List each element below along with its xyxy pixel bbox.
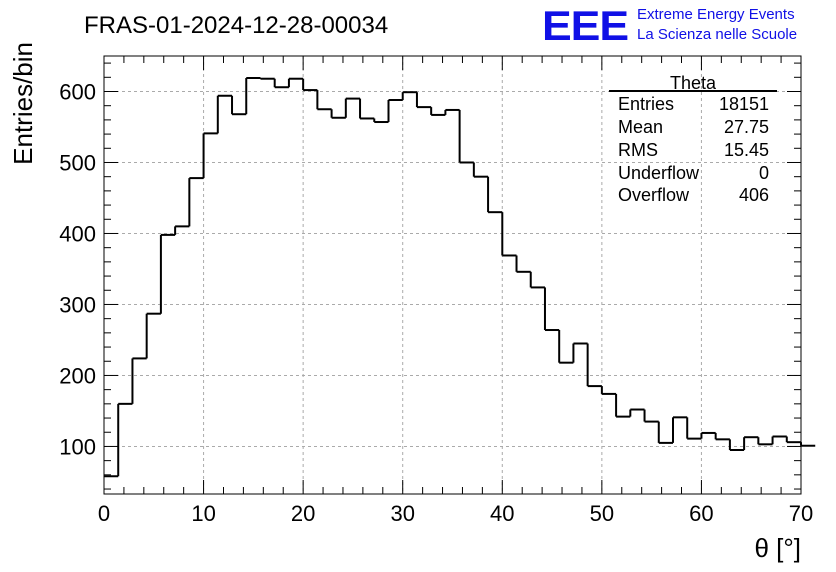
histogram-bin	[615, 393, 631, 418]
eee-logo-line1: Extreme Energy Events	[637, 6, 795, 23]
y-tick-label: 100	[59, 434, 96, 459]
x-tick-label: 40	[490, 501, 514, 526]
histogram-bin	[387, 99, 403, 123]
stats-box-title: Theta	[670, 73, 717, 93]
histogram-bin	[714, 432, 730, 441]
eee-logo-line2: La Scienza nelle Scuole	[637, 26, 797, 43]
stats-value-entries: 18151	[719, 94, 769, 114]
histogram-bin	[600, 386, 617, 395]
stats-label-mean: Mean	[618, 117, 663, 137]
x-tick-label: 50	[590, 501, 614, 526]
histogram-bin	[174, 225, 190, 235]
y-axis-label: Entries/bin	[8, 42, 38, 165]
stats-label-overflow: Overflow	[618, 185, 690, 205]
histogram-bin	[444, 108, 460, 115]
histogram-bin	[643, 409, 659, 423]
histogram-bin	[287, 77, 304, 88]
histogram-bin	[785, 436, 802, 444]
histogram-bin	[686, 417, 702, 440]
x-axis-label: θ [°]	[754, 533, 801, 563]
histogram-bin	[145, 312, 161, 359]
y-tick-label: 600	[59, 79, 96, 104]
histogram-bin	[771, 435, 787, 445]
x-tick-label: 30	[390, 501, 414, 526]
stats-value-mean: 27.75	[724, 117, 769, 137]
y-tick-label: 200	[59, 363, 96, 388]
axis-ticks	[103, 56, 802, 494]
histogram-bin	[159, 233, 176, 314]
histogram-bin	[487, 176, 503, 214]
y-tick-label: 500	[59, 150, 96, 175]
stats-label-entries: Entries	[618, 94, 674, 114]
histogram-bin	[188, 177, 204, 227]
histogram-bin	[202, 132, 218, 179]
histogram-bin	[344, 97, 361, 118]
histogram-bin	[558, 330, 574, 364]
stats-value-overflow: 406	[739, 185, 769, 205]
histogram-bin	[657, 421, 673, 444]
x-tick-label: 20	[291, 501, 315, 526]
y-tick-labels: 100 200 300 400 500 600	[59, 79, 96, 459]
histogram-bin	[259, 77, 275, 80]
histogram-bin	[586, 343, 602, 388]
histogram-bin	[671, 416, 688, 443]
histogram-bin	[629, 408, 645, 417]
histogram-bin	[430, 107, 446, 116]
stats-box: Theta Entries 18151 Mean 27.75 RMS 15.45…	[609, 73, 777, 205]
histogram-bin	[273, 78, 289, 89]
histogram-bin	[543, 287, 560, 332]
x-tick-label: 10	[191, 501, 215, 526]
histogram-bin	[216, 94, 233, 134]
histogram-bin	[458, 109, 474, 164]
histogram-bin	[728, 439, 745, 451]
x-tick-label: 60	[689, 501, 713, 526]
histogram-bin	[415, 92, 432, 109]
x-tick-label: 0	[98, 501, 110, 526]
x-tick-label: 70	[789, 501, 813, 526]
histogram-bin	[743, 436, 759, 450]
histogram-bin	[572, 342, 588, 363]
eee-logo: EEE Extreme Energy Events La Scienza nel…	[542, 2, 797, 49]
histogram-bin	[501, 212, 517, 257]
histogram-bin	[359, 98, 375, 120]
grid-lines	[104, 56, 801, 494]
stats-label-rms: RMS	[618, 140, 658, 160]
histogram-bin	[529, 271, 545, 289]
histogram-bin	[330, 109, 346, 119]
histogram-bin	[245, 77, 261, 115]
histogram-bin	[131, 357, 147, 404]
histogram-bin	[302, 78, 318, 92]
histogram-bin	[401, 91, 417, 101]
x-tick-labels: 0 10 20 30 40 50 60 70	[98, 501, 813, 526]
histogram-bin	[231, 95, 247, 116]
eee-logo-mark: EEE	[542, 2, 628, 49]
y-tick-label: 400	[59, 221, 96, 246]
stats-value-underflow: 0	[759, 163, 769, 183]
stats-label-underflow: Underflow	[618, 163, 700, 183]
histogram-bin	[117, 402, 133, 477]
plot-frame	[103, 55, 802, 495]
histogram-bin	[700, 431, 716, 439]
histogram-bin	[515, 255, 531, 273]
histogram-series	[104, 77, 816, 478]
histogram-bin	[316, 90, 332, 111]
stats-value-rms: 15.45	[724, 140, 769, 160]
histogram-bin	[472, 162, 489, 178]
histogram-bin	[373, 118, 389, 124]
histogram-bin	[757, 437, 773, 446]
y-tick-label: 300	[59, 292, 96, 317]
chart-title: FRAS-01-2024-12-28-00034	[84, 12, 388, 39]
